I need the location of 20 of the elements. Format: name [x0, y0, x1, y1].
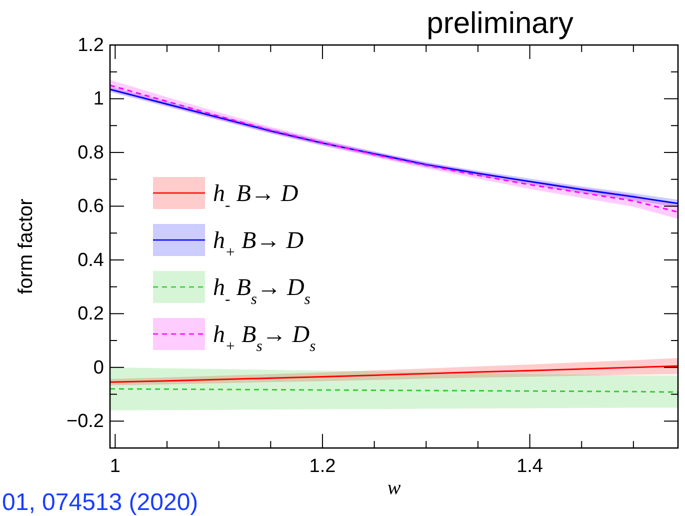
y-tick-label: 1.2	[78, 35, 104, 56]
x-tick-label: 1	[110, 456, 120, 477]
y-tick-label: 0.8	[78, 142, 104, 164]
chart-title: preliminary	[426, 7, 574, 40]
y-tick-label: 0	[93, 357, 104, 378]
y-axis-title: form factor	[15, 198, 37, 294]
x-axis-title: w	[387, 477, 402, 499]
y-tick-label: 0.4	[78, 250, 104, 271]
legend-label: h$_{+}$ B$_{s}$→ D$_{s}$	[213, 322, 316, 354]
legend-label: h$_{-}$ B→ D	[213, 181, 298, 214]
x-tick-label: 1.2	[309, 456, 336, 477]
text: 01, 074513 (2020)	[2, 489, 198, 516]
legend-label: h$_{+}$ B→ D	[213, 228, 304, 260]
y-tick-label: 1	[93, 88, 104, 110]
y-tick-label: 0.2	[78, 304, 104, 325]
x-tick-label: 1.4	[516, 456, 544, 477]
y-tick-label: 0.6	[78, 196, 104, 218]
y-tick-label: −0.2	[66, 411, 104, 432]
line-series	[110, 365, 678, 383]
legend-label: h$_{-}$ B$_{s}$→ D$_{s}$	[213, 275, 310, 308]
